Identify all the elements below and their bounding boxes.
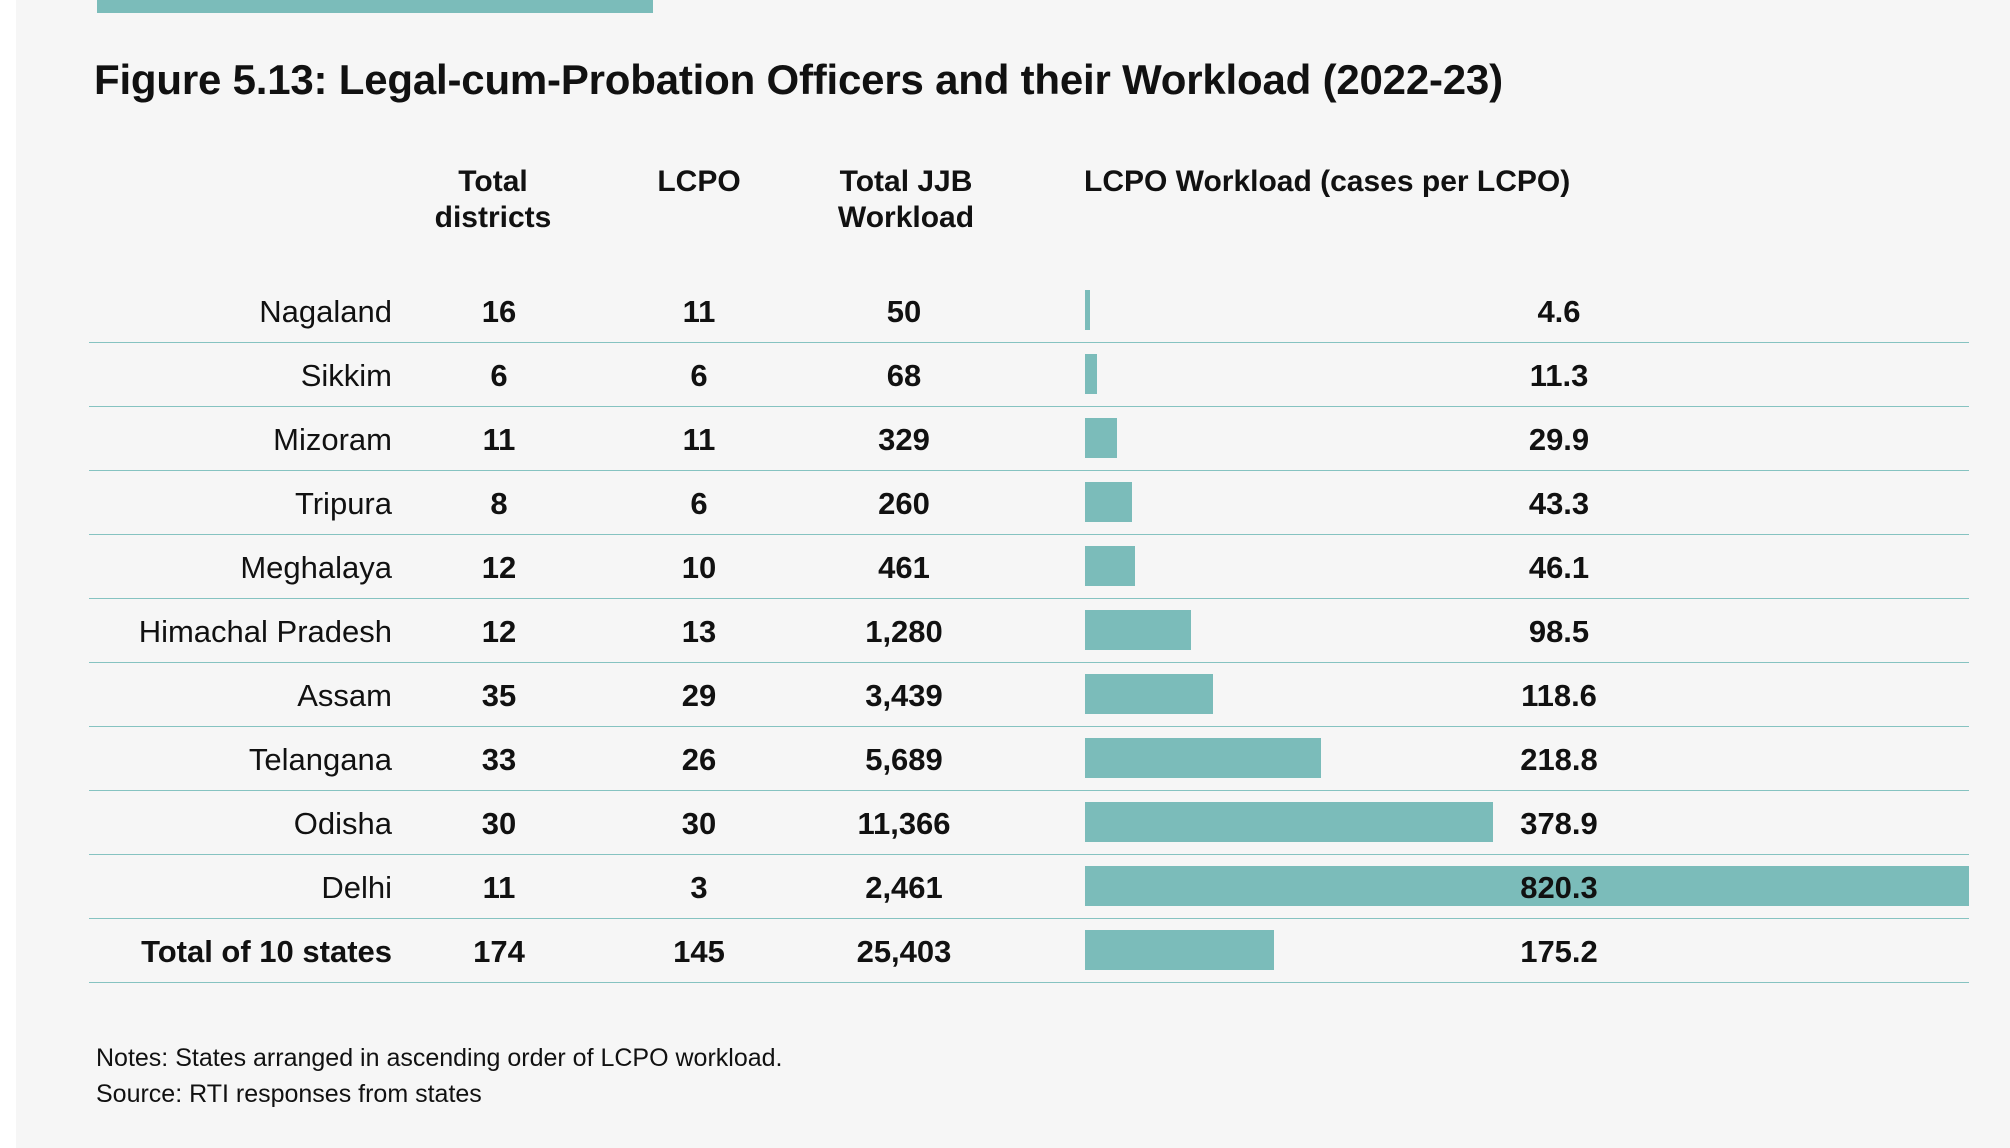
figure-title: Figure 5.13: Legal-cum-Probation Officer… (94, 56, 1503, 103)
state-name: Assam (297, 678, 392, 713)
total-districts-value: 33 (481, 742, 517, 777)
workload-value-label: 98.5 (1528, 614, 1590, 649)
table-body: Nagaland 16 11 50 4.6 Sikkim 6 6 68 11.3 Mizoram 11… (89, 279, 1969, 983)
workload-bar (1085, 674, 1213, 714)
table-row: Assam 35 29 3,439 118.6 (89, 663, 1969, 727)
table-row: Mizoram 11 11 329 29.9 (89, 407, 1969, 471)
workload-value-label: 218.8 (1520, 742, 1598, 777)
total-districts-value: 35 (481, 678, 517, 713)
total-districts-value: 30 (481, 806, 517, 841)
lcpo-value: 6 (690, 486, 708, 521)
lcpo-value: 10 (681, 550, 717, 585)
jjb-workload-value: 2,461 (865, 870, 943, 905)
workload-value-label: 378.9 (1520, 806, 1598, 841)
workload-bar (1085, 290, 1090, 330)
state-name: Meghalaya (240, 550, 392, 585)
workload-value-label: 11.3 (1529, 358, 1589, 393)
table-row: Telangana 33 26 5,689 218.8 (89, 727, 1969, 791)
total-districts-value: 6 (490, 358, 508, 393)
jjb-workload-value: 260 (878, 486, 930, 521)
workload-bar (1085, 802, 1494, 842)
workload-bar (1085, 610, 1192, 650)
workload-value-label: 4.6 (1537, 294, 1581, 329)
lcpo-value: 6 (690, 358, 708, 393)
workload-bar (1085, 866, 1969, 906)
workload-bar (1085, 418, 1118, 458)
jjb-workload-value: 329 (878, 422, 930, 457)
total-districts-value: 174 (473, 934, 525, 969)
state-name: Mizoram (273, 422, 392, 457)
workload-value-label: 29.9 (1528, 422, 1590, 457)
notes-text: Notes: States arranged in ascending orde… (96, 1044, 783, 1072)
jjb-workload-value: 25,403 (856, 934, 952, 969)
table-row: Tripura 8 6 260 43.3 (89, 471, 1969, 535)
workload-value-label: 820.3 (1520, 870, 1598, 905)
state-name: Tripura (294, 486, 392, 521)
jjb-workload-value: 3,439 (865, 678, 943, 713)
jjb-workload-value: 11,366 (857, 806, 951, 841)
lcpo-value: 13 (681, 614, 717, 649)
state-name: Delhi (321, 870, 392, 905)
table-row: Delhi 11 3 2,461 820.3 (89, 855, 1969, 919)
header-lcpo: LCPO (657, 165, 741, 198)
state-name: Total of 10 states (141, 934, 392, 969)
table-row: Meghalaya 12 10 461 46.1 (89, 535, 1969, 599)
state-name: Himachal Pradesh (138, 614, 392, 649)
header-total-jjb-workload: Total JJB Workload (837, 165, 975, 234)
jjb-workload-value: 1,280 (865, 614, 943, 649)
workload-bar (1085, 354, 1098, 394)
total-districts-value: 8 (490, 486, 508, 521)
state-name: Telangana (248, 742, 392, 777)
total-districts-value: 11 (482, 422, 516, 457)
state-name: Nagaland (259, 294, 392, 329)
workload-value-label: 118.6 (1521, 678, 1597, 713)
header-lcpo-workload: LCPO Workload (cases per LCPO) (1084, 165, 1571, 198)
jjb-workload-value: 50 (886, 294, 922, 329)
lcpo-value: 11 (682, 422, 716, 457)
figure-card: Figure 5.13: Legal-cum-Probation Officer… (16, 0, 2010, 1148)
top-accent-bar (97, 0, 653, 13)
lcpo-value: 29 (681, 678, 717, 713)
workload-bar (1085, 546, 1135, 586)
state-name: Sikkim (300, 358, 392, 393)
lcpo-value: 30 (681, 806, 717, 841)
total-districts-value: 12 (481, 550, 517, 585)
total-districts-value: 16 (481, 294, 517, 329)
workload-bar (1085, 738, 1321, 778)
state-name: Odisha (293, 806, 392, 841)
jjb-workload-value: 68 (886, 358, 922, 393)
source-text: Source: RTI responses from states (96, 1080, 482, 1108)
lcpo-value: 3 (690, 870, 708, 905)
jjb-workload-value: 461 (878, 550, 930, 585)
header-total-districts: Total districts (434, 165, 552, 234)
workload-bar (1085, 930, 1274, 970)
total-districts-value: 11 (482, 870, 516, 905)
table-row: Sikkim 6 6 68 11.3 (89, 343, 1969, 407)
workload-value-label: 46.1 (1528, 550, 1590, 585)
table-row: Nagaland 16 11 50 4.6 (89, 279, 1969, 343)
figure-notes: Notes: States arranged in ascending orde… (96, 1040, 783, 1112)
total-districts-value: 12 (481, 614, 517, 649)
lcpo-value: 145 (673, 934, 725, 969)
table-row: Himachal Pradesh 12 13 1,280 98.5 (89, 599, 1969, 663)
workload-value-label: 43.3 (1528, 486, 1590, 521)
workload-value-label: 175.2 (1520, 934, 1598, 969)
workload-bar (1085, 482, 1132, 522)
lcpo-value: 11 (682, 294, 716, 329)
table-row: Odisha 30 30 11,366 378.9 (89, 791, 1969, 855)
lcpo-value: 26 (681, 742, 717, 777)
jjb-workload-value: 5,689 (865, 742, 943, 777)
table-row-total: Total of 10 states 174 145 25,403 175.2 (89, 919, 1969, 983)
